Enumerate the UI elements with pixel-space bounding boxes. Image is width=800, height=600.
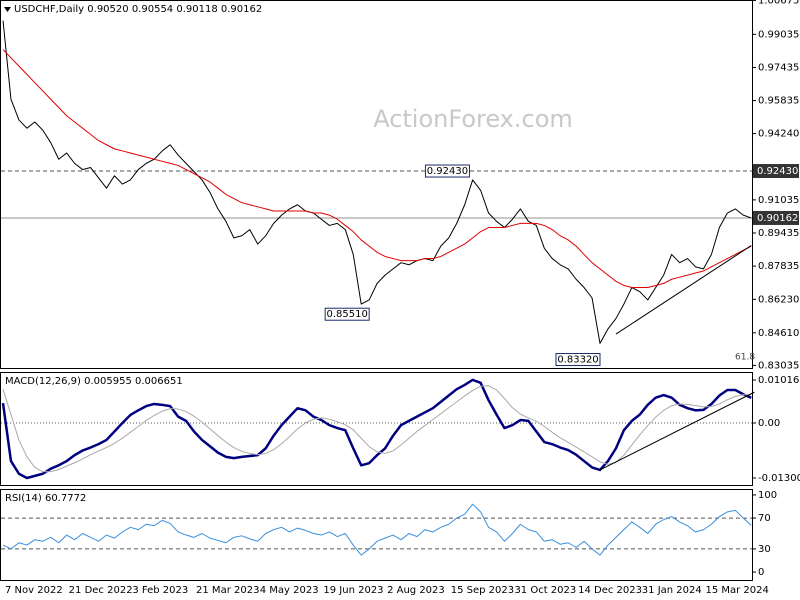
x-tick-label: 3 Feb 2023 <box>132 585 188 596</box>
y-tick-label: 0.95835 <box>758 96 799 107</box>
price-label-box <box>424 164 470 178</box>
price-label-box <box>555 353 601 367</box>
x-tick-label: 19 Jun 2023 <box>323 585 383 596</box>
y-tick-label: 70 <box>758 513 771 524</box>
x-tick-label: 21 Mar 2023 <box>196 585 259 596</box>
series-line <box>2 385 752 473</box>
trendline <box>599 391 755 471</box>
price-label: 0.85510 <box>326 309 367 320</box>
x-tick-label: 31 Oct 2023 <box>514 585 576 596</box>
x-tick-label: 14 Dec 2023 <box>578 585 642 596</box>
x-tick-label: 7 Nov 2022 <box>5 585 63 596</box>
y-tick-label: 0.00 <box>758 418 780 429</box>
y-tick-label: 0.83035 <box>758 360 799 371</box>
x-tick-label: 4 May 2023 <box>260 585 319 596</box>
price-panel <box>0 0 753 369</box>
panel-title: USDCHF,Daily 0.90520 0.90554 0.90118 0.9… <box>14 4 262 15</box>
price-label-box <box>324 307 370 321</box>
y-tick-label: 0.91035 <box>758 195 799 206</box>
trendline <box>615 245 752 335</box>
rsi-panel <box>0 489 753 581</box>
series-line <box>2 49 752 289</box>
y-tick-label: 0.84610 <box>758 328 799 339</box>
series-line <box>2 503 752 556</box>
level-label-box <box>753 164 799 179</box>
y-tick-label: 0 <box>758 567 764 578</box>
y-tick-label: 1.00675 <box>758 0 799 6</box>
panel-title: RSI(14) 60.7772 <box>5 493 86 504</box>
fib-label: 61.8 <box>735 353 755 363</box>
panel-title: MACD(12,26,9) 0.005955 0.006651 <box>5 376 183 387</box>
level-label: 0.90162 <box>757 213 798 224</box>
price-label: 0.83320 <box>557 355 598 366</box>
price-label: 0.92430 <box>427 166 468 177</box>
level-label: 0.92430 <box>757 166 798 177</box>
y-tick-label: 0.87835 <box>758 261 799 272</box>
watermark: ActionForex.com <box>373 105 573 133</box>
x-tick-label: 15 Sep 2023 <box>451 585 514 596</box>
y-tick-label: -0.013006 <box>758 473 800 484</box>
y-tick-label: 30 <box>758 544 771 555</box>
y-tick-label: 0.89435 <box>758 228 799 239</box>
series-line <box>2 20 752 344</box>
y-tick-label: 100 <box>758 490 777 501</box>
x-tick-label: 31 Jan 2024 <box>642 585 702 596</box>
series-line <box>1 378 752 480</box>
macd-panel <box>0 372 753 486</box>
y-tick-label: 0.94240 <box>758 129 799 140</box>
y-tick-label: 0.86230 <box>758 294 799 305</box>
x-tick-label: 21 Dec 2022 <box>69 585 133 596</box>
menu-arrow[interactable] <box>4 7 11 12</box>
level-label-box <box>753 210 799 225</box>
y-tick-label: 0.99035 <box>758 29 799 40</box>
y-tick-label: 0.97435 <box>758 62 799 73</box>
x-tick-label: 15 Mar 2024 <box>705 585 768 596</box>
x-tick-label: 2 Aug 2023 <box>387 585 445 596</box>
y-tick-label: 0.010166 <box>758 375 800 386</box>
